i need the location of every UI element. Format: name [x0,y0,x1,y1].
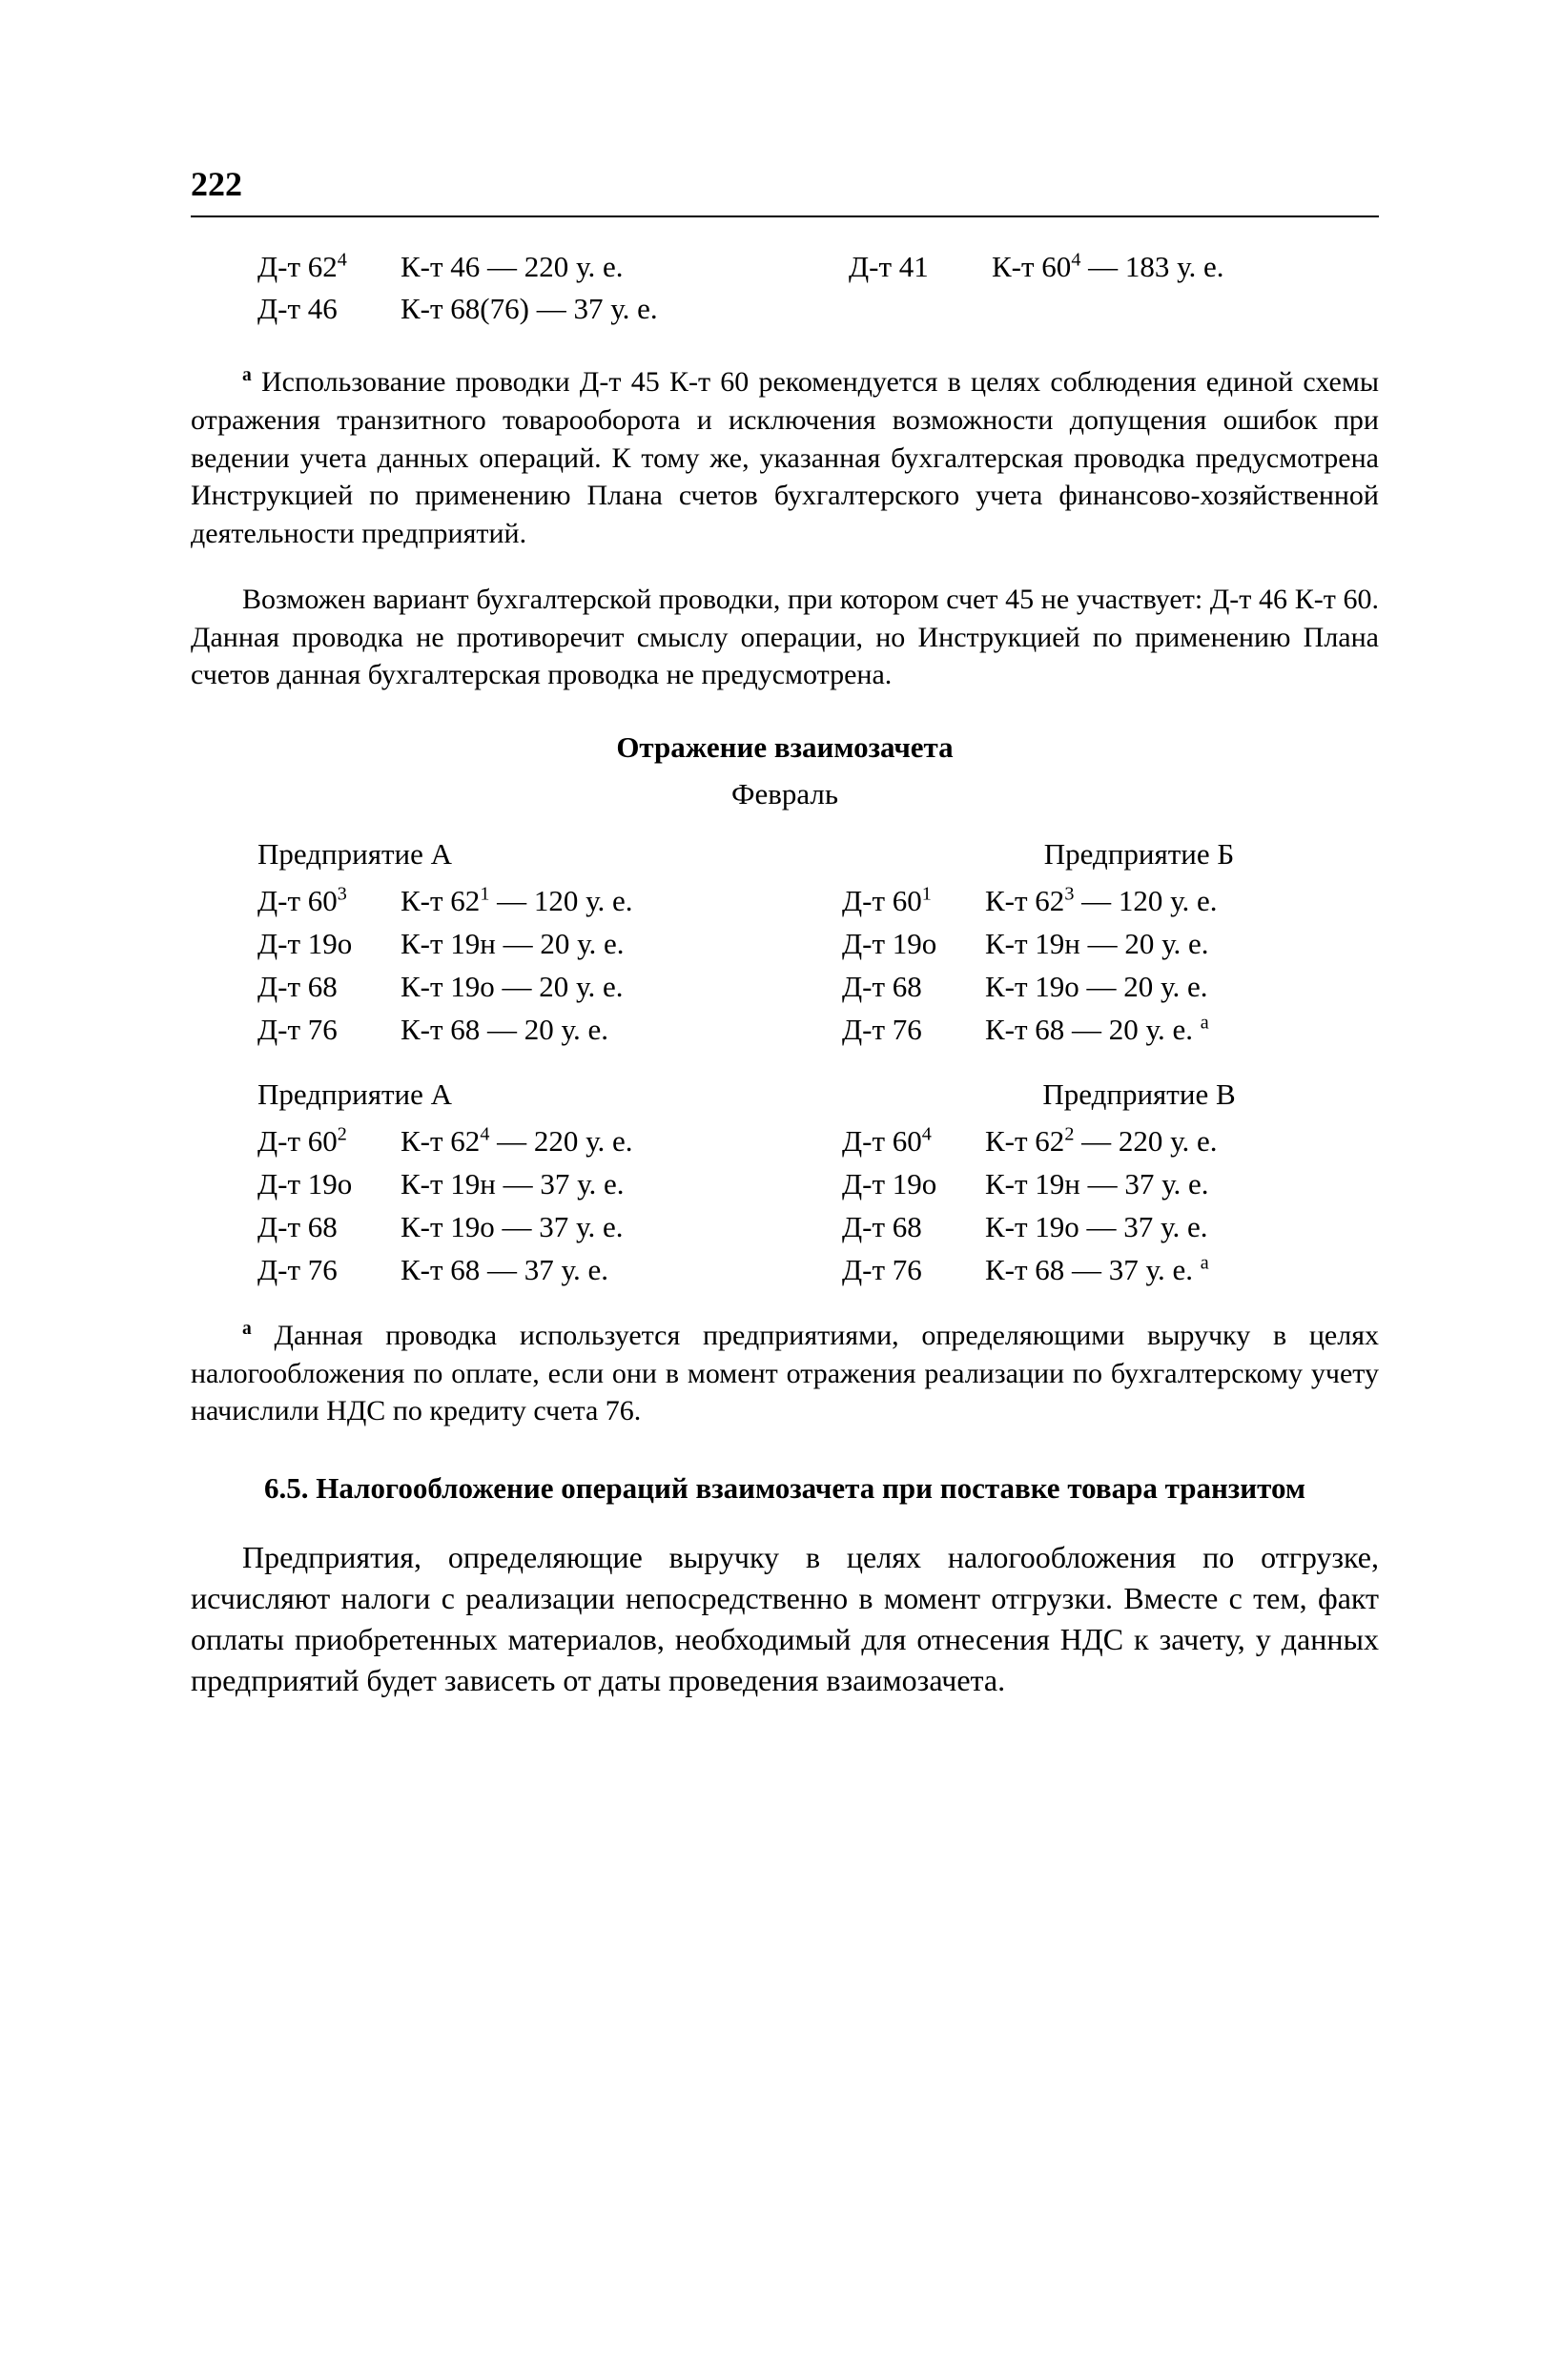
entry-table: Д-т 601К-т 623 — 120 у. е.Д-т 19оК-т 19н… [842,880,1218,1052]
entry-table: Д-т 604К-т 622 — 220 у. е.Д-т 19оК-т 19н… [842,1120,1218,1292]
entry-blocks: Предприятие АД-т 603К-т 621 — 120 у. е.Д… [191,835,1379,1292]
entry-dt: Д-т 68 [842,966,985,1009]
entry-row: Д-т 68К-т 19о — 20 у. е. [257,966,633,1009]
entry-kt: К-т 604 — 183 у. е. [992,246,1224,289]
entry-dt: Д-т 19о [842,923,985,966]
page: 222 Д-т 624К-т 46 — 220 у. е.Д-т 46К-т 6… [0,0,1541,2380]
page-number: 222 [191,162,1379,217]
entry-dt: Д-т 76 [842,1009,985,1052]
enterprise-heading: Предприятие В [842,1076,1379,1115]
entry-row: Д-т 76К-т 68 — 20 у. е. [257,1009,633,1052]
entry-kt: К-т 19н — 37 у. е. [985,1163,1218,1206]
entry-row: Д-т 19оК-т 19н — 20 у. е. [257,923,633,966]
entry-block: Предприятие АД-т 602К-т 624 — 220 у. е.Д… [191,1076,1379,1292]
entry-kt: К-т 623 — 120 у. е. [985,880,1218,923]
entry-dt: Д-т 68 [842,1206,985,1249]
entry-dt: Д-т 604 [842,1120,985,1163]
entry-row: Д-т 68К-т 19о — 20 у. е. [842,966,1218,1009]
footnote-a-marker: а [242,365,252,385]
entry-kt: К-т 19о — 20 у. е. [985,966,1218,1009]
entry-dt: Д-т 76 [257,1249,401,1292]
entry-kt: К-т 68 — 20 у. е. [401,1009,633,1052]
entry-dt: Д-т 68 [257,966,401,1009]
top-entries-right: Д-т 41К-т 604 — 183 у. е. [849,246,1379,332]
footnote-c: а Данная проводка используется предприят… [191,1317,1379,1430]
entry-block-right: Предприятие БД-т 601К-т 623 — 120 у. е.Д… [842,835,1379,1052]
entry-kt: К-т 46 — 220 у. е. [401,246,658,289]
entry-row: Д-т 68К-т 19о — 37 у. е. [842,1206,1218,1249]
entry-dt: Д-т 624 [257,246,401,289]
section-title: Отражение взаимозачета [191,728,1379,768]
entry-block: Предприятие АД-т 603К-т 621 — 120 у. е.Д… [191,835,1379,1052]
body-paragraph: Предприятия, определяющие выручку в целя… [191,1537,1379,1702]
month-label: Февраль [191,775,1379,814]
entry-dt: Д-т 603 [257,880,401,923]
enterprise-heading: Предприятие А [257,835,794,874]
entry-row: Д-т 19оК-т 19н — 37 у. е. [842,1163,1218,1206]
entry-kt: К-т 19о — 37 у. е. [985,1206,1218,1249]
footnote-c-text: Данная проводка используется предприятия… [191,1320,1379,1426]
entry-kt: К-т 68 — 37 у. е. [401,1249,633,1292]
entry-block-left: Предприятие АД-т 602К-т 624 — 220 у. е.Д… [257,1076,794,1292]
chapter-heading: 6.5. Налогообложение операций взаимозаче… [248,1468,1322,1508]
entry-row: Д-т 624К-т 46 — 220 у. е. [257,246,658,289]
footnote-a: а Использование проводки Д-т 45 К-т 60 р… [191,363,1379,552]
entry-row: Д-т 19оК-т 19н — 37 у. е. [257,1163,633,1206]
entry-row: Д-т 41К-т 604 — 183 у. е. [849,246,1224,289]
entry-row: Д-т 601К-т 623 — 120 у. е. [842,880,1218,923]
entry-row: Д-т 19оК-т 19н — 20 у. е. [842,923,1218,966]
footnote-a-text: Использование проводки Д-т 45 К-т 60 рек… [191,366,1379,548]
entry-kt: К-т 68 — 37 у. е. а [985,1249,1218,1292]
entry-row: Д-т 76К-т 68 — 37 у. е. а [842,1249,1218,1292]
entry-dt: Д-т 19о [257,1163,401,1206]
paragraph-variant: Возможен вариант бухгалтерской проводки,… [191,581,1379,694]
entry-row: Д-т 76К-т 68 — 37 у. е. [257,1249,633,1292]
entry-kt: К-т 19о — 37 у. е. [401,1206,633,1249]
entry-dt: Д-т 601 [842,880,985,923]
entry-row: Д-т 604К-т 622 — 220 у. е. [842,1120,1218,1163]
entry-dt: Д-т 19о [257,923,401,966]
entry-table: Д-т 602К-т 624 — 220 у. е.Д-т 19оК-т 19н… [257,1120,633,1292]
entry-row: Д-т 46К-т 68(76) — 37 у. е. [257,288,658,331]
entry-kt: К-т 624 — 220 у. е. [401,1120,633,1163]
entry-kt: К-т 19о — 20 у. е. [401,966,633,1009]
entry-table: Д-т 624К-т 46 — 220 у. е.Д-т 46К-т 68(76… [257,246,658,332]
entry-block-left: Предприятие АД-т 603К-т 621 — 120 у. е.Д… [257,835,794,1052]
footnote-c-marker: а [242,1319,252,1339]
entry-block-right: Предприятие ВД-т 604К-т 622 — 220 у. е.Д… [842,1076,1379,1292]
entry-kt: К-т 621 — 120 у. е. [401,880,633,923]
entry-dt: Д-т 76 [842,1249,985,1292]
top-entries: Д-т 624К-т 46 — 220 у. е.Д-т 46К-т 68(76… [191,246,1379,332]
entry-kt: К-т 68(76) — 37 у. е. [401,288,658,331]
entry-kt: К-т 622 — 220 у. е. [985,1120,1218,1163]
entry-dt: Д-т 68 [257,1206,401,1249]
entry-kt: К-т 19н — 20 у. е. [985,923,1218,966]
entry-dt: Д-т 602 [257,1120,401,1163]
entry-kt: К-т 19н — 37 у. е. [401,1163,633,1206]
entry-dt: Д-т 19о [842,1163,985,1206]
entry-row: Д-т 76К-т 68 — 20 у. е. а [842,1009,1218,1052]
enterprise-heading: Предприятие Б [842,835,1379,874]
entry-table: Д-т 41К-т 604 — 183 у. е. [849,246,1224,289]
entry-row: Д-т 602К-т 624 — 220 у. е. [257,1120,633,1163]
entry-dt: Д-т 41 [849,246,992,289]
enterprise-heading: Предприятие А [257,1076,794,1115]
entry-kt: К-т 19н — 20 у. е. [401,923,633,966]
entry-row: Д-т 603К-т 621 — 120 у. е. [257,880,633,923]
top-entries-left: Д-т 624К-т 46 — 220 у. е.Д-т 46К-т 68(76… [257,246,791,332]
entry-table: Д-т 603К-т 621 — 120 у. е.Д-т 19оК-т 19н… [257,880,633,1052]
entry-row: Д-т 68К-т 19о — 37 у. е. [257,1206,633,1249]
entry-dt: Д-т 46 [257,288,401,331]
entry-kt: К-т 68 — 20 у. е. а [985,1009,1218,1052]
entry-dt: Д-т 76 [257,1009,401,1052]
